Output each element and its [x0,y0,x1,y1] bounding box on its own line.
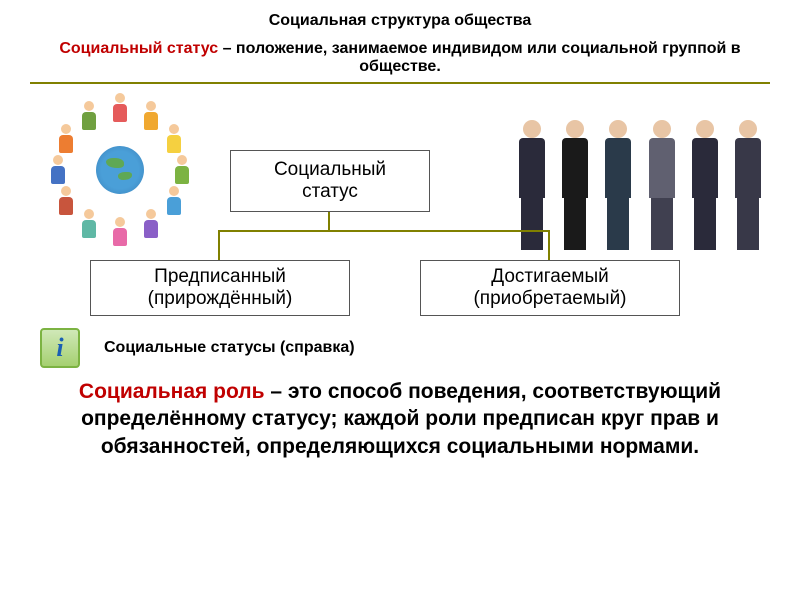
circle-person-icon [111,217,129,247]
info-icon[interactable]: i [40,328,80,368]
circle-person-icon [80,101,98,131]
globe-people-illustration [40,90,200,250]
info-row: i Социальные статусы (справка) [0,328,800,368]
circle-person-icon [57,124,75,154]
box-root-status: Социальный статус [230,150,430,212]
term-status: Социальный статус [59,40,218,57]
professional-person-icon [643,120,681,250]
professionals-illustration [510,100,770,250]
professional-person-icon [556,120,594,250]
box-achieved: Достигаемый (приобретаемый) [420,260,680,316]
divider [30,82,770,84]
definition-social-role: Социальная роль – это способ поведения, … [0,368,800,460]
box-prescribed: Предписанный (прирождённый) [90,260,350,316]
box-left-line2: (прирождённый) [91,288,349,310]
circle-person-icon [111,93,129,123]
circle-person-icon [142,209,160,239]
box-right-line1: Достигаемый [421,266,679,288]
box-left-line1: Предписанный [91,266,349,288]
term-role: Социальная роль [79,380,265,403]
connector [218,230,550,232]
connector [218,230,220,260]
connector [328,212,330,230]
box-root-line2: статус [231,181,429,203]
box-root-line1: Социальный [231,159,429,181]
connector [548,230,550,260]
circle-person-icon [49,155,67,185]
globe-icon [96,146,144,194]
diagram-area: Социальный статус Предписанный (прирождё… [0,90,800,320]
circle-person-icon [165,124,183,154]
professional-person-icon [686,120,724,250]
term-status-rest: – положение, занимаемое индивидом или со… [218,40,741,75]
page-title: Социальная структура общества [0,0,800,30]
professional-person-icon [729,120,767,250]
box-right-line2: (приобретаемый) [421,288,679,310]
professional-person-icon [599,120,637,250]
info-label: Социальные статусы (справка) [104,339,355,357]
circle-person-icon [173,155,191,185]
circle-person-icon [165,186,183,216]
circle-person-icon [142,101,160,131]
circle-person-icon [57,186,75,216]
circle-person-icon [80,209,98,239]
definition-social-status: Социальный статус – положение, занимаемо… [0,40,800,76]
